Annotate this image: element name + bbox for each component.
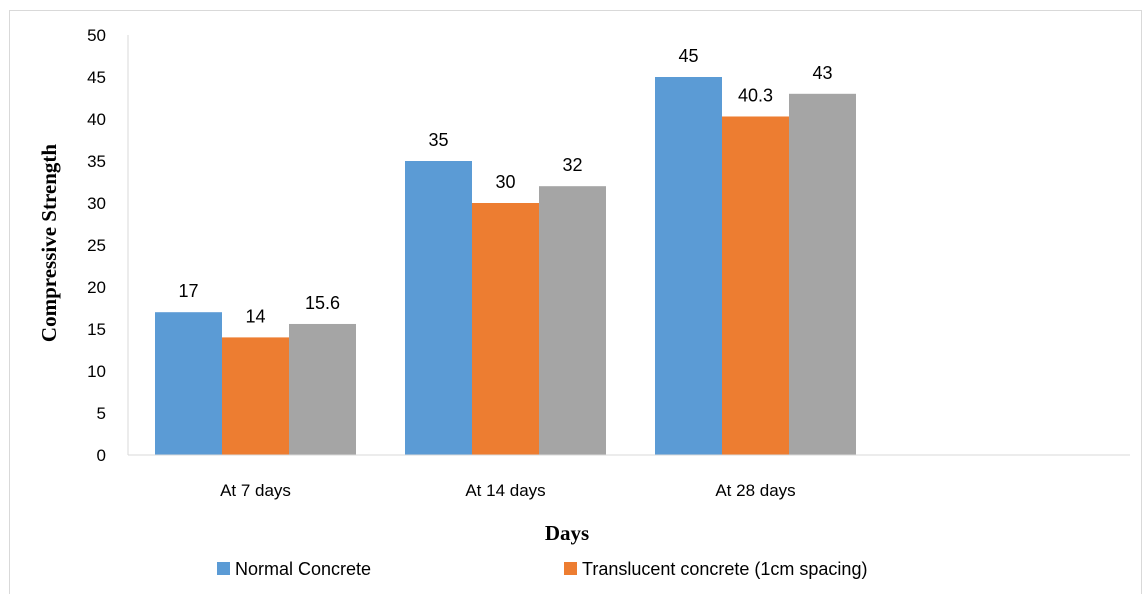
- data-label: 15.6: [305, 293, 340, 313]
- y-tick-label: 50: [87, 26, 106, 45]
- x-axis-ticks: At 7 days At 14 days At 28 days: [220, 481, 796, 500]
- y-tick-label: 35: [87, 152, 106, 171]
- y-tick-label: 15: [87, 320, 106, 339]
- y-tick-label: 20: [87, 278, 106, 297]
- legend: Normal Concrete Translucent concrete (1cm…: [217, 559, 867, 579]
- bar: [222, 337, 289, 455]
- data-label: 35: [428, 130, 448, 150]
- data-label: 30: [495, 172, 515, 192]
- legend-swatch: [564, 562, 577, 575]
- y-tick-label: 5: [97, 404, 106, 423]
- data-label: 32: [562, 155, 582, 175]
- x-axis-title: Days: [545, 521, 589, 545]
- bar: [155, 312, 222, 455]
- chart-frame: [9, 10, 1142, 594]
- legend-swatch: [217, 562, 230, 575]
- y-tick-label: 25: [87, 236, 106, 255]
- y-axis-ticks: 0 5 10 15 20 25 30 35 40 45 50: [87, 26, 106, 465]
- data-label: 45: [678, 46, 698, 66]
- x-tick-label: At 14 days: [465, 481, 545, 500]
- bar: [655, 77, 722, 455]
- data-labels: 17 14 15.6 35 30 32 45 40.3 43: [178, 46, 832, 326]
- y-axis-title: Compressive Strength: [37, 144, 61, 342]
- data-label: 14: [245, 306, 265, 326]
- legend-label: Normal Concrete: [235, 559, 371, 579]
- bar: [789, 93, 856, 456]
- y-tick-label: 40: [87, 110, 106, 129]
- bar: [722, 116, 789, 455]
- bar: [539, 186, 606, 455]
- bar: [405, 161, 472, 455]
- x-tick-label: At 7 days: [220, 481, 291, 500]
- data-label: 43: [812, 63, 832, 83]
- bars: [155, 77, 856, 456]
- data-label: 17: [178, 281, 198, 301]
- data-label: 40.3: [738, 85, 773, 105]
- y-tick-label: 0: [97, 446, 106, 465]
- y-tick-label: 30: [87, 194, 106, 213]
- bar: [289, 323, 356, 455]
- bar: [472, 203, 539, 455]
- x-tick-label: At 28 days: [715, 481, 795, 500]
- y-tick-label: 10: [87, 362, 106, 381]
- legend-label: Translucent concrete (1cm spacing): [582, 559, 867, 579]
- y-tick-label: 45: [87, 68, 106, 87]
